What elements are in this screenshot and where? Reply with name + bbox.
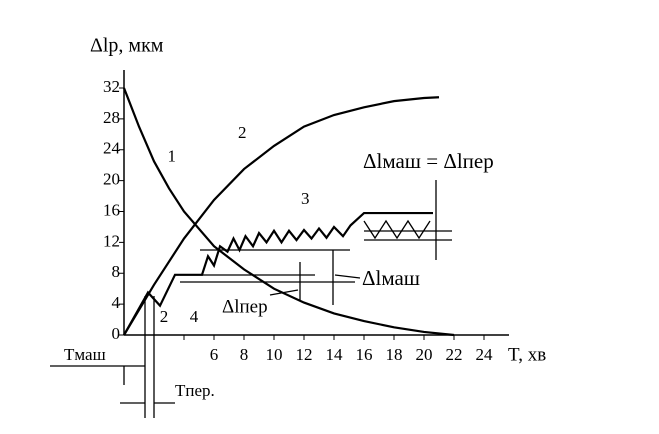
- series-line: [123, 96, 440, 336]
- series-label: 3: [301, 189, 310, 208]
- series-label: 1: [168, 146, 177, 165]
- annotation: Δlмаш: [362, 266, 420, 290]
- x-tick-label: 14: [326, 345, 344, 364]
- annotation: Δlпер: [222, 296, 268, 317]
- y-tick-label: 8: [112, 262, 121, 281]
- x-tick-label: 20: [416, 345, 433, 364]
- x-tick-label: 12: [296, 345, 313, 364]
- series-line: [122, 87, 455, 337]
- y-axis-label: Δlр, мкм: [90, 35, 164, 57]
- x-tick-label: 10: [266, 345, 283, 364]
- annotation: Tпер.: [175, 381, 215, 400]
- y-tick-label: 12: [103, 231, 120, 250]
- y-tick-label: 28: [103, 108, 120, 127]
- x-tick-label: 2: [160, 307, 169, 326]
- x-tick-label: 22: [446, 345, 463, 364]
- x-tick-label: 8: [240, 345, 249, 364]
- x-tick-label: 6: [210, 345, 219, 364]
- y-tick-label: 32: [103, 77, 120, 96]
- x-axis-label: T, хв: [508, 344, 546, 365]
- y-tick-label: 24: [103, 139, 121, 158]
- series-line: [123, 211, 433, 336]
- annotation: Tмаш: [64, 345, 106, 364]
- y-tick-label: 16: [103, 200, 120, 219]
- x-tick-label: 4: [190, 307, 199, 326]
- x-tick-label: 16: [356, 345, 373, 364]
- y-tick-label: 20: [103, 170, 120, 189]
- y-tick-label: 4: [112, 293, 121, 312]
- x-tick-label: 24: [476, 345, 494, 364]
- series-label: 2: [238, 123, 247, 142]
- y-tick-label: 0: [112, 324, 121, 343]
- annotation: Δlмаш = Δlпер: [363, 149, 494, 173]
- x-tick-label: 18: [386, 345, 403, 364]
